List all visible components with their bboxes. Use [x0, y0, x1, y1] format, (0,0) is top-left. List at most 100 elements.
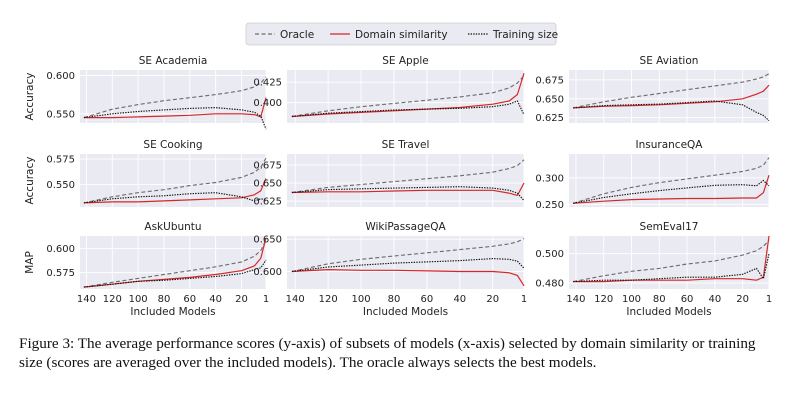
subplot-2: SE Aviation 0.625 0.650 0.675 [535, 55, 770, 124]
column-xlabel-0: Included Models [130, 306, 215, 318]
subplot-title: SE Travel [382, 139, 430, 151]
ytick-label-0: 0.550 [46, 180, 75, 191]
xtick-label-3: 80 [388, 294, 401, 305]
xtick-label-7: 1 [521, 294, 527, 305]
xtick-label-2: 100 [622, 294, 641, 305]
series-line-0 [573, 157, 770, 204]
figure-caption: Figure 3: The average performance scores… [19, 335, 756, 371]
subplot-6: AskUbuntu 0.575 0.600 140 120 100 80 60 40 20 1 [46, 221, 269, 305]
subplot-7: WikiPassageQA 0.600 0.650 140 120 100 80 60 40 20… [253, 221, 527, 305]
ytick-label-1: 0.650 [535, 94, 564, 105]
row-ylabel-0: Accuracy [24, 73, 36, 121]
series-line-2 [573, 179, 770, 204]
series-line-0 [291, 75, 525, 118]
series-line-2 [291, 186, 525, 201]
ytick-label-0: 0.550 [46, 109, 75, 120]
series-line-1 [573, 235, 770, 283]
ytick-label-1: 0.425 [253, 78, 282, 89]
ytick-label-2: 0.675 [253, 160, 282, 171]
series-line-0 [83, 239, 267, 288]
ytick-label-1: 0.600 [46, 71, 75, 82]
series-line-1 [291, 269, 525, 287]
xtick-label-0: 140 [566, 294, 585, 305]
xtick-label-0: 140 [286, 294, 305, 305]
xtick-label-3: 80 [653, 294, 666, 305]
ytick-label-0: 0.625 [535, 113, 564, 124]
column-xlabel-2: Included Models [626, 306, 711, 318]
xtick-label-2: 100 [352, 294, 371, 305]
series-line-0 [291, 159, 525, 194]
subplot-title: InsuranceQA [636, 139, 704, 151]
ytick-label-0: 0.625 [253, 197, 282, 208]
xtick-label-4: 60 [421, 294, 434, 305]
subplot-8: SemEval17 0.480 0.500 140 120 100 80 60 40 20 1 [535, 221, 772, 305]
subplot-4: SE Travel 0.625 0.650 0.675 [253, 139, 525, 208]
xtick-label-0: 140 [77, 294, 96, 305]
series-line-2 [291, 100, 525, 118]
ytick-label-1: 0.650 [253, 235, 282, 246]
series-line-1 [291, 182, 525, 196]
xtick-label-3: 80 [158, 294, 171, 305]
series-line-1 [573, 175, 770, 204]
xtick-label-2: 100 [129, 294, 148, 305]
legend-label-2: Training size [492, 29, 558, 41]
series-line-2 [573, 100, 770, 122]
legend-label-0: Oracle [280, 29, 314, 41]
ytick-label-1: 0.300 [535, 173, 564, 184]
series-line-0 [83, 76, 267, 119]
subplot-title: AskUbuntu [144, 221, 201, 233]
plot-area [287, 236, 524, 289]
xtick-label-5: 40 [453, 294, 466, 305]
series-line-0 [573, 240, 770, 283]
series-line-1 [83, 237, 267, 288]
ytick-label-0: 0.600 [253, 267, 282, 278]
xtick-label-1: 120 [594, 294, 613, 305]
ytick-label-1: 0.650 [253, 179, 282, 190]
subplot-title: SE Cooking [143, 139, 202, 151]
column-xlabels: Included Models Included Models Included M… [130, 306, 711, 318]
legend: Oracle Domain similarity Training size [245, 22, 558, 46]
ytick-label-0: 0.250 [535, 200, 564, 211]
ytick-label-0: 0.480 [535, 279, 564, 290]
xtick-label-4: 60 [681, 294, 694, 305]
figure-panel-grid: Oracle Domain similarity Training size SE … [24, 22, 772, 318]
series-line-2 [83, 259, 267, 288]
subplot-3: SE Cooking 0.550 0.575 [46, 139, 267, 207]
series-line-0 [291, 238, 525, 273]
xtick-label-7: 1 [263, 294, 269, 305]
subplot-title: SE Aviation [640, 55, 699, 67]
ytick-label-0: 0.575 [46, 268, 75, 279]
series-line-2 [83, 192, 267, 204]
plot-area [569, 70, 769, 123]
subplot-1: SE Apple 0.400 0.425 [253, 55, 525, 123]
plot-area [80, 70, 266, 123]
subplot-title: WikiPassageQA [365, 221, 446, 233]
subplot-5: InsuranceQA 0.250 0.300 [535, 139, 770, 211]
xtick-label-6: 20 [736, 294, 749, 305]
series-line-2 [291, 258, 525, 273]
subplot-0: SE Academia 0.550 0.600 [46, 55, 267, 130]
ytick-label-1: 0.600 [46, 244, 75, 255]
subplot-title: SemEval17 [640, 221, 699, 233]
ytick-label-1: 0.575 [46, 155, 75, 166]
ytick-label-0: 0.400 [253, 98, 282, 109]
series-line-0 [83, 157, 267, 204]
subplot-title: SE Academia [139, 55, 208, 67]
series-line-2 [573, 253, 770, 283]
series-line-1 [573, 84, 770, 109]
xtick-label-7: 1 [766, 294, 772, 305]
row-ylabels: Accuracy Accuracy MAP [24, 73, 36, 274]
row-ylabel-2: MAP [24, 251, 36, 274]
series-line-2 [83, 107, 267, 130]
ytick-label-2: 0.675 [535, 75, 564, 86]
xtick-label-1: 120 [103, 294, 122, 305]
xtick-label-6: 20 [235, 294, 248, 305]
xtick-label-5: 40 [708, 294, 721, 305]
legend-label-1: Domain similarity [355, 29, 448, 41]
xtick-label-4: 60 [183, 294, 196, 305]
xtick-label-1: 120 [319, 294, 338, 305]
series-line-1 [83, 178, 267, 204]
series-line-1 [83, 97, 267, 119]
row-ylabel-1: Accuracy [24, 157, 36, 205]
